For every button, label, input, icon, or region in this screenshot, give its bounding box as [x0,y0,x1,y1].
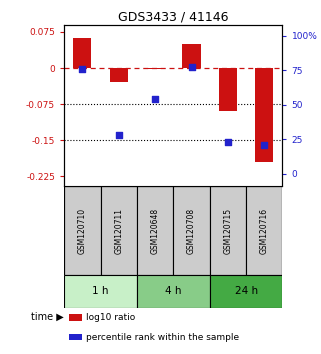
Text: 1 h: 1 h [92,286,109,296]
Text: 4 h: 4 h [165,286,182,296]
Bar [182,44,201,68]
Bar [69,314,82,320]
Bar [137,186,173,275]
Bar [64,275,137,308]
Bar [110,68,128,82]
Bar [210,275,282,308]
Text: GSM120711: GSM120711 [114,207,123,253]
Text: GSM120648: GSM120648 [151,207,160,254]
Point [152,96,158,102]
Title: GDS3433 / 41146: GDS3433 / 41146 [118,11,229,24]
Text: percentile rank within the sample: percentile rank within the sample [86,332,239,342]
Text: GSM120710: GSM120710 [78,207,87,254]
Bar [219,68,237,111]
Point [116,132,121,138]
Bar [255,68,273,162]
Bar [146,68,164,69]
Text: 24 h: 24 h [235,286,258,296]
Point [189,65,194,70]
Point [225,139,230,145]
Bar [100,186,137,275]
Point [262,142,267,148]
Bar [173,186,210,275]
Text: time ▶: time ▶ [31,312,64,322]
Bar [64,186,100,275]
Text: log10 ratio: log10 ratio [86,313,135,322]
Text: GSM120716: GSM120716 [260,207,269,254]
Point [80,66,85,72]
Bar [246,186,282,275]
Text: GSM120715: GSM120715 [223,207,232,254]
Text: GSM120708: GSM120708 [187,207,196,254]
Bar [73,38,91,68]
Bar [69,334,82,340]
Bar [137,275,210,308]
Bar [210,186,246,275]
